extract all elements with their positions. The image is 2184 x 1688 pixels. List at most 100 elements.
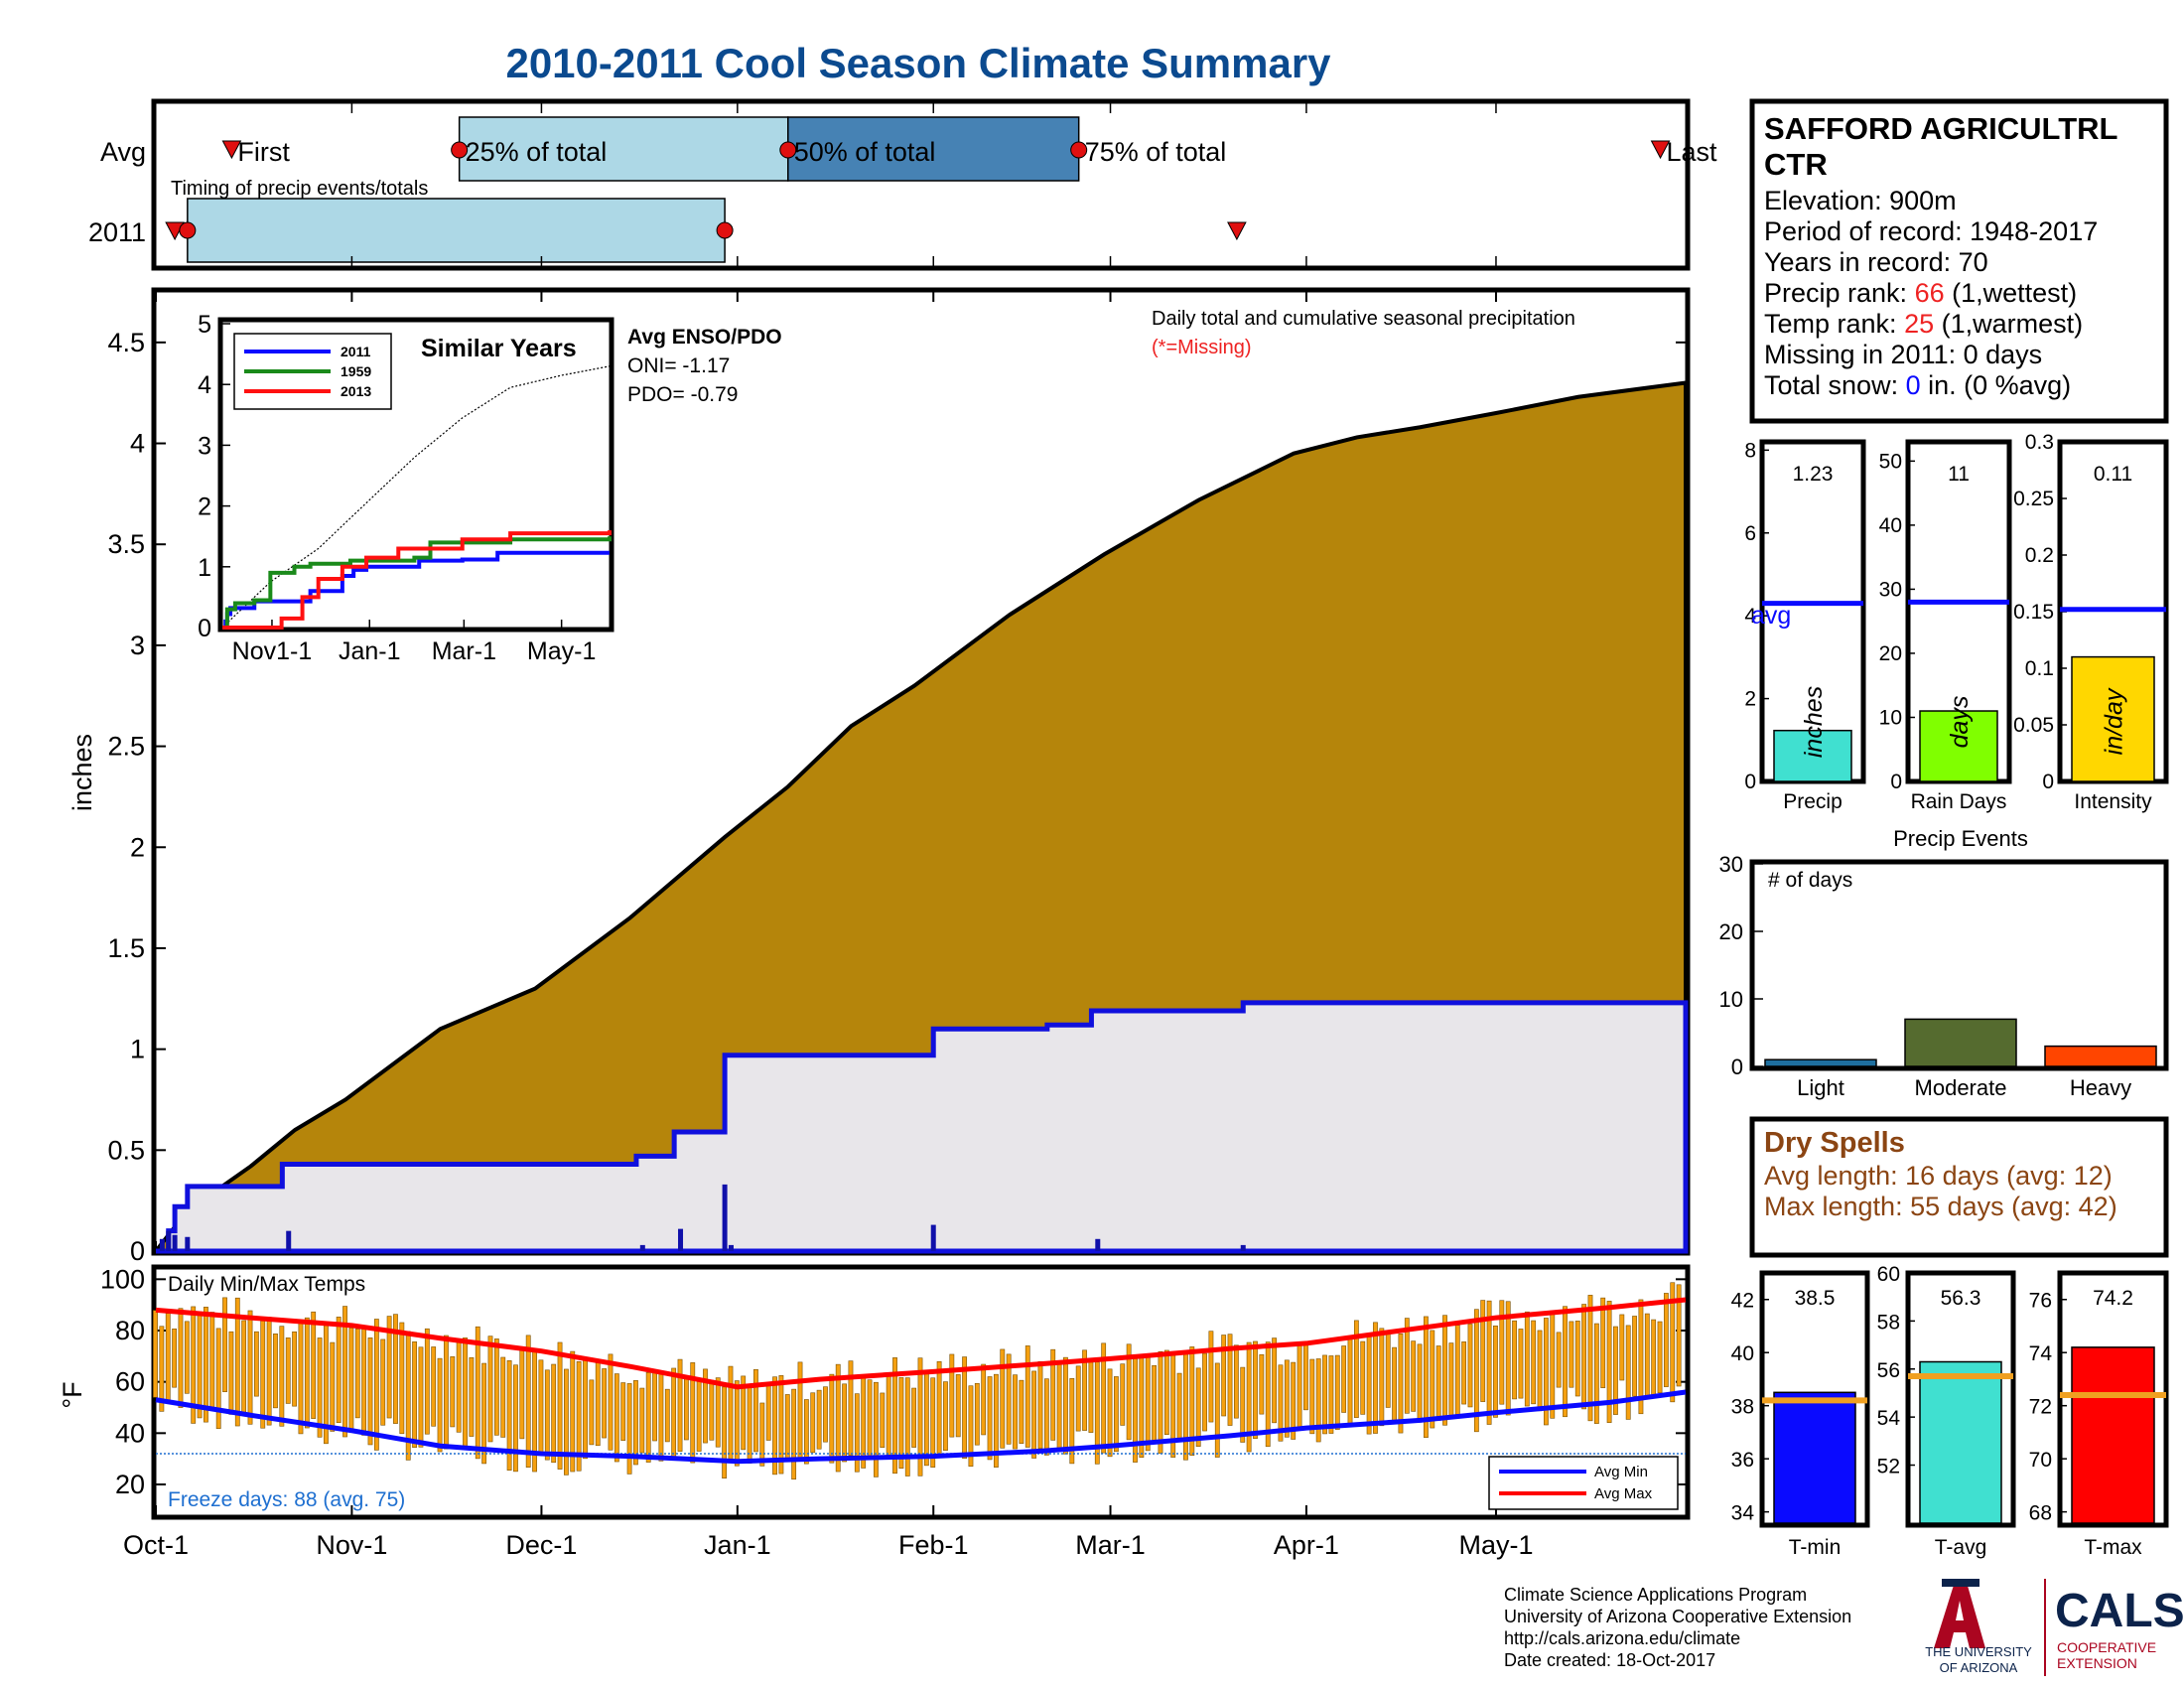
events-bar-Heavy (2044, 1045, 2157, 1067)
temp-rank: Temp rank: 25 (1,warmest) (1764, 309, 2083, 339)
precip-summary-bars: 0 2 4 6 8 1.23 inches Precip 0 10 20 30 40 50 11 days Ra… (1744, 431, 2169, 813)
avg-p75-marker (1070, 141, 1088, 159)
daily-temp-bar (803, 1399, 809, 1465)
daily-precip-bar (1240, 1244, 1246, 1251)
temp-summary-ytick-label: 76 (2029, 1290, 2052, 1313)
daily-temp-bar (463, 1337, 468, 1450)
daily-temp-bar (412, 1341, 417, 1449)
date-axis-labels: Oct-1 Nov-1 Dec-1 Jan-1 Feb-1 Mar-1 Apr-1 May-1 (123, 1530, 1533, 1560)
daily-temp-bar (253, 1331, 259, 1397)
avg-last-marker (1650, 140, 1671, 160)
daily-temp-bar (197, 1313, 203, 1419)
daily-temp-bar (1505, 1301, 1511, 1416)
legend-avg-max: Avg Max (1594, 1485, 1653, 1502)
daily-temp-bar (639, 1387, 645, 1454)
daily-temp-bar (1107, 1368, 1113, 1458)
daily-temp-bar (165, 1313, 171, 1402)
daily-temp-bar (493, 1338, 499, 1436)
daily-temp-bar (810, 1392, 816, 1454)
daily-temp-bar (1291, 1361, 1297, 1440)
daily-temp-bar (968, 1385, 974, 1468)
daily-temp-bar (936, 1360, 942, 1457)
daily-temp-bar (222, 1297, 227, 1392)
cumulative-2011-area (156, 1000, 1689, 1254)
summary-value-label: 11 (1948, 463, 1970, 486)
temp-summary-bar-T-min (1773, 1391, 1856, 1524)
avg-25-50-box (458, 116, 789, 182)
daily-temp-bar (955, 1374, 961, 1438)
daily-temp-bar (444, 1335, 449, 1450)
ua-line-1: THE UNIVERSITY (1925, 1644, 2032, 1659)
summary-ytick-label: 40 (1879, 514, 1902, 537)
daily-temp-bar (728, 1365, 734, 1460)
daily-temp-bar (1531, 1320, 1537, 1405)
daily-temp-bar (342, 1306, 347, 1438)
daily-temp-bar (703, 1368, 708, 1444)
summary-ytick-label: 0.25 (2013, 488, 2054, 510)
inset-series (222, 530, 612, 630)
summary-category-label: Rain Days (1911, 790, 2007, 813)
daily-temp-bar (1644, 1313, 1650, 1399)
daily-temp-bar (904, 1377, 910, 1477)
daily-temp-bar (330, 1341, 336, 1432)
daily-temp-bar (1145, 1355, 1151, 1452)
daily-temp-bar (1379, 1328, 1385, 1427)
similar-years-inset: 0 1 2 3 4 5 Nov1-1 Jan-1 Mar-1 May-1 Similar Year… (198, 311, 614, 665)
summary-ytick-label: 0.3 (2025, 431, 2054, 454)
daily-temp-bar (1315, 1358, 1321, 1443)
daily-temp-bar (1037, 1360, 1043, 1449)
daily-temp-bar (645, 1372, 651, 1463)
date-tick-label: Nov-1 (316, 1530, 387, 1560)
daily-temp-bar (765, 1384, 771, 1441)
daily-temp-bar (551, 1363, 557, 1464)
daily-temp-bar (1461, 1341, 1467, 1405)
inset-ytick-label: 5 (198, 311, 211, 339)
cals-text: CALS (2055, 1585, 2184, 1637)
daily-temp-bar (835, 1363, 841, 1473)
daily-temp-bar (285, 1337, 291, 1404)
daily-temp-bar (722, 1386, 727, 1478)
daily-temp-bars (153, 1282, 1682, 1480)
daily-precip-bar (639, 1244, 645, 1251)
daily-temp-bar (367, 1337, 373, 1446)
daily-temp-bar (1126, 1343, 1132, 1441)
daily-temp-bar (880, 1392, 886, 1449)
daily-temp-bar (450, 1356, 456, 1428)
daily-temp-bar (664, 1388, 670, 1443)
daily-temp-bar (178, 1308, 184, 1408)
daily-temp-bar (1265, 1341, 1271, 1448)
footer-line-2: University of Arizona Cooperative Extens… (1504, 1607, 1851, 1626)
daily-temp-bar (538, 1359, 544, 1455)
main-chart-title: Daily total and cumulative seasonal prec… (1152, 308, 1575, 330)
main-ytick-label: 0.5 (107, 1135, 145, 1165)
daily-temp-bar (437, 1357, 443, 1453)
daily-temp-bar (1227, 1334, 1233, 1426)
summary-value-label: 0.11 (2094, 463, 2132, 486)
daily-temp-bar (456, 1341, 462, 1433)
daily-precip-bar (728, 1244, 734, 1251)
daily-temp-bar (1253, 1340, 1258, 1439)
enso-pdo: PDO= -0.79 (627, 383, 738, 406)
summary-ytick-label: 0.05 (2013, 714, 2054, 737)
daily-temp-bar (373, 1319, 379, 1451)
daily-temp-bar (1411, 1340, 1417, 1412)
events-category-label: Heavy (2070, 1075, 2131, 1100)
daily-temp-bar (1221, 1335, 1227, 1417)
daily-temp-bar (734, 1380, 740, 1467)
daily-temp-bar (1404, 1318, 1410, 1414)
daily-temp-bar (1082, 1349, 1087, 1431)
daily-temp-bar (1366, 1336, 1372, 1435)
daily-temp-bar (1587, 1295, 1593, 1422)
daily-temp-bar (1088, 1361, 1094, 1433)
daily-temp-bar (753, 1368, 758, 1453)
daily-temp-bar (1651, 1319, 1657, 1397)
daily-temp-bar (525, 1335, 531, 1468)
daily-temp-bar (1473, 1309, 1479, 1433)
daily-temp-bar (892, 1357, 897, 1475)
timing-markers (165, 103, 1671, 266)
daily-temp-bar (159, 1326, 165, 1412)
daily-temp-bar (620, 1382, 626, 1441)
daily-temp-bar (930, 1377, 936, 1468)
events-bar-Moderate (1904, 1018, 2017, 1067)
daily-temp-bar (348, 1328, 354, 1432)
